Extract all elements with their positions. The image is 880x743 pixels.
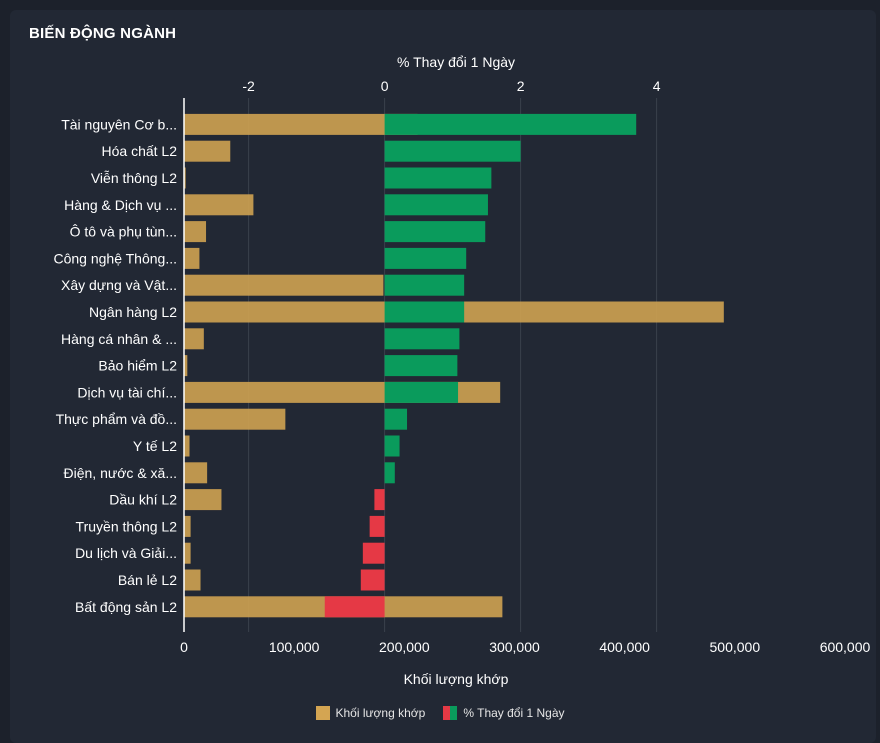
change-bar[interactable]	[360, 569, 385, 591]
change-bar[interactable]	[384, 381, 459, 403]
change-bar[interactable]	[384, 328, 460, 350]
bottom-tick-label: 0	[180, 639, 188, 655]
category-label: Ngân hàng L2	[89, 304, 177, 320]
category-label: Dịch vụ tài chí...	[77, 384, 177, 400]
volume-bar[interactable]	[184, 569, 201, 591]
category-label: Hóa chất L2	[102, 143, 178, 159]
bottom-axis-ticks: 0 100,000 200,000 300,000 400,000 500,000 600,…	[180, 639, 870, 655]
volume-bar[interactable]	[184, 274, 384, 296]
bottom-tick-label: 300,000	[489, 639, 540, 655]
widget-title: BIẾN ĐỘNG NGÀNH	[29, 25, 177, 42]
volume-bar[interactable]	[184, 435, 190, 457]
bottom-tick-label: 500,000	[710, 639, 761, 655]
change-bar[interactable]	[362, 542, 385, 564]
volume-bar[interactable]	[184, 515, 191, 537]
change-bar[interactable]	[384, 140, 521, 162]
top-tick-label: 0	[381, 78, 389, 94]
legend-swatch-volume	[315, 706, 330, 720]
volume-bar[interactable]	[184, 542, 191, 564]
category-label: Tài nguyên Cơ b...	[61, 116, 177, 132]
category-labels: Tài nguyên Cơ b... Hóa chất L2 Viễn thông …	[53, 116, 177, 614]
bottom-tick-label: 400,000	[599, 639, 650, 655]
category-label: Bán lẻ L2	[118, 572, 177, 588]
bottom-tick-label: 200,000	[379, 639, 430, 655]
change-bar[interactable]	[324, 596, 385, 618]
category-label: Hàng & Dịch vụ ...	[64, 197, 177, 213]
volume-bar[interactable]	[184, 462, 208, 484]
volume-bar[interactable]	[184, 194, 254, 216]
volume-bar[interactable]	[184, 221, 207, 243]
volume-bar[interactable]	[184, 113, 418, 135]
legend-item-volume[interactable]: Khối lượng khớp	[315, 706, 426, 720]
top-tick-label: 4	[653, 78, 661, 94]
category-label: Thực phẩm và đồ...	[56, 411, 177, 427]
bottom-tick-label: 100,000	[269, 639, 320, 655]
volume-bar[interactable]	[184, 328, 204, 350]
change-bar[interactable]	[384, 113, 637, 135]
category-label: Ô tô và phụ tùn...	[70, 224, 177, 240]
change-bar[interactable]	[384, 247, 467, 269]
legend-label-volume: Khối lượng khớp	[335, 706, 426, 720]
top-tick-label: 2	[517, 78, 525, 94]
top-tick-label: -2	[242, 78, 255, 94]
category-label: Dầu khí L2	[109, 492, 177, 508]
change-bar[interactable]	[384, 274, 465, 296]
change-bar[interactable]	[384, 194, 488, 216]
category-label: Bảo hiểm L2	[98, 358, 177, 374]
bottom-tick-label: 600,000	[820, 639, 871, 655]
volume-bar[interactable]	[184, 408, 286, 430]
legend-label-change: % Thay đổi 1 Ngày	[463, 706, 565, 720]
change-bar[interactable]	[374, 489, 385, 511]
volume-series	[184, 113, 724, 618]
change-bar[interactable]	[384, 435, 400, 457]
category-label: Truyền thông L2	[76, 518, 178, 534]
category-label: Du lịch và Giải...	[75, 545, 177, 561]
category-label: Bất động sản L2	[75, 599, 177, 615]
top-axis-title: % Thay đổi 1 Ngày	[397, 54, 515, 70]
volume-bar[interactable]	[184, 140, 231, 162]
chart-legend: Khối lượng khớp % Thay đổi 1 Ngày	[0, 706, 880, 720]
change-series	[324, 113, 637, 618]
change-bar[interactable]	[384, 167, 492, 189]
legend-item-change[interactable]: % Thay đổi 1 Ngày	[443, 706, 565, 720]
volume-bar[interactable]	[184, 247, 200, 269]
volume-bar[interactable]	[184, 355, 188, 377]
category-label: Hàng cá nhân & ...	[61, 331, 177, 347]
category-label: Viễn thông L2	[91, 170, 177, 186]
volume-bar[interactable]	[184, 167, 186, 189]
top-axis-ticks: -2 0 2 4	[242, 78, 660, 94]
volume-bar[interactable]	[184, 489, 222, 511]
change-bar[interactable]	[384, 301, 465, 323]
change-bar[interactable]	[384, 408, 408, 430]
category-label: Công nghệ Thông...	[53, 250, 177, 266]
bottom-axis-title: Khối lượng khớp	[404, 671, 509, 687]
change-bar[interactable]	[369, 515, 385, 537]
category-label: Điện, nước & xă...	[64, 465, 177, 481]
legend-swatch-change	[443, 706, 458, 720]
change-bar[interactable]	[384, 221, 486, 243]
category-label: Y tế L2	[133, 438, 177, 454]
category-label: Xây dựng và Vật...	[61, 277, 177, 293]
change-bar[interactable]	[384, 355, 458, 377]
change-bar[interactable]	[384, 462, 395, 484]
